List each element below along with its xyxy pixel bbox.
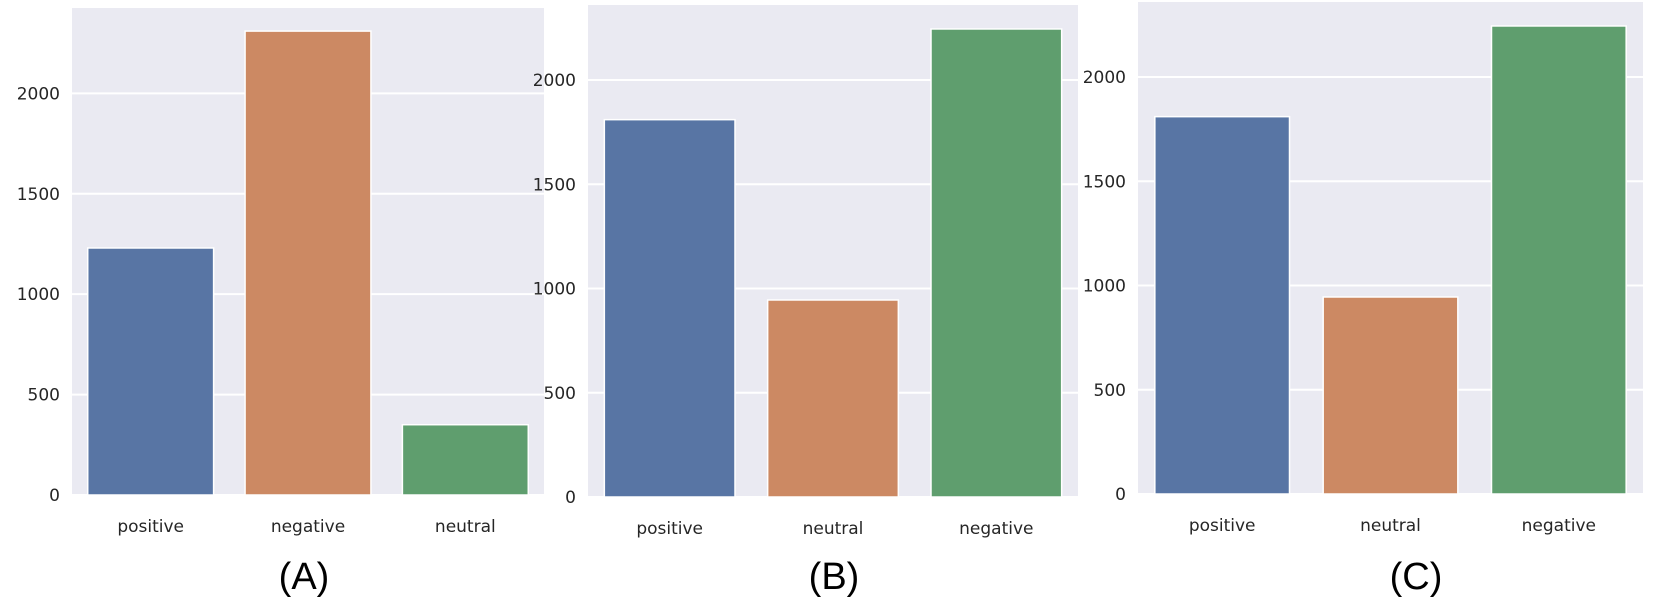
panel-caption-b: (B) bbox=[808, 556, 860, 598]
bar-neutral bbox=[1322, 296, 1459, 495]
bar-positive bbox=[86, 247, 215, 496]
y-tick-label: 2000 bbox=[533, 71, 576, 91]
x-tick-label: positive bbox=[636, 519, 703, 539]
bar-chart-a: 0 500 1000 1500 2000 positive negative neutral bbox=[17, 8, 544, 537]
y-tick-label: 1000 bbox=[1083, 277, 1126, 297]
y-tick-label: 500 bbox=[28, 386, 60, 406]
bar-neutral bbox=[766, 299, 900, 498]
y-tick-label: 0 bbox=[565, 488, 576, 508]
y-tick-label: 1000 bbox=[17, 285, 60, 305]
x-tick-label: negative bbox=[1522, 516, 1596, 536]
y-tick-label: 1500 bbox=[1083, 172, 1126, 192]
y-tick-label: 2000 bbox=[1083, 68, 1126, 88]
y-tick-label: 500 bbox=[544, 384, 576, 404]
bar-neutral bbox=[401, 423, 530, 496]
bar-negative bbox=[930, 28, 1063, 498]
y-tick-label: 1500 bbox=[533, 175, 576, 195]
bar-positive bbox=[1154, 115, 1291, 495]
y-tick-label: 1000 bbox=[533, 280, 576, 300]
chart-panel-b: 0 500 1000 1500 2000 positive neutral negative … bbox=[533, 0, 1108, 608]
y-tick-label: 2000 bbox=[17, 84, 60, 104]
x-tick-label: positive bbox=[1189, 516, 1256, 536]
bar-chart-c: 0 500 1000 1500 2000 positive neutral negative bbox=[1083, 2, 1643, 536]
y-tick-label: 0 bbox=[1115, 485, 1126, 505]
y-tick-label: 1500 bbox=[17, 185, 60, 205]
bar-negative bbox=[244, 30, 372, 496]
chart-panel-c: 0 500 1000 1500 2000 positive neutral negative … bbox=[1083, 0, 1662, 608]
x-tick-label: neutral bbox=[435, 517, 496, 537]
bar-positive bbox=[603, 118, 736, 498]
y-tick-label: 0 bbox=[49, 486, 60, 506]
x-tick-label: neutral bbox=[803, 519, 864, 539]
panel-caption-c: (C) bbox=[1389, 556, 1443, 598]
chart-panel-a: 0 500 1000 1500 2000 positive negative neutral … bbox=[0, 0, 554, 608]
x-tick-label: negative bbox=[959, 519, 1033, 539]
panel-caption-a: (A) bbox=[278, 556, 330, 598]
bar-chart-b: 0 500 1000 1500 2000 positive neutral negative bbox=[533, 5, 1078, 539]
y-tick-label: 500 bbox=[1094, 381, 1126, 401]
x-tick-label: negative bbox=[271, 517, 345, 537]
x-tick-label: neutral bbox=[1360, 516, 1421, 536]
bar-negative bbox=[1490, 25, 1627, 495]
x-tick-label: positive bbox=[117, 517, 184, 537]
